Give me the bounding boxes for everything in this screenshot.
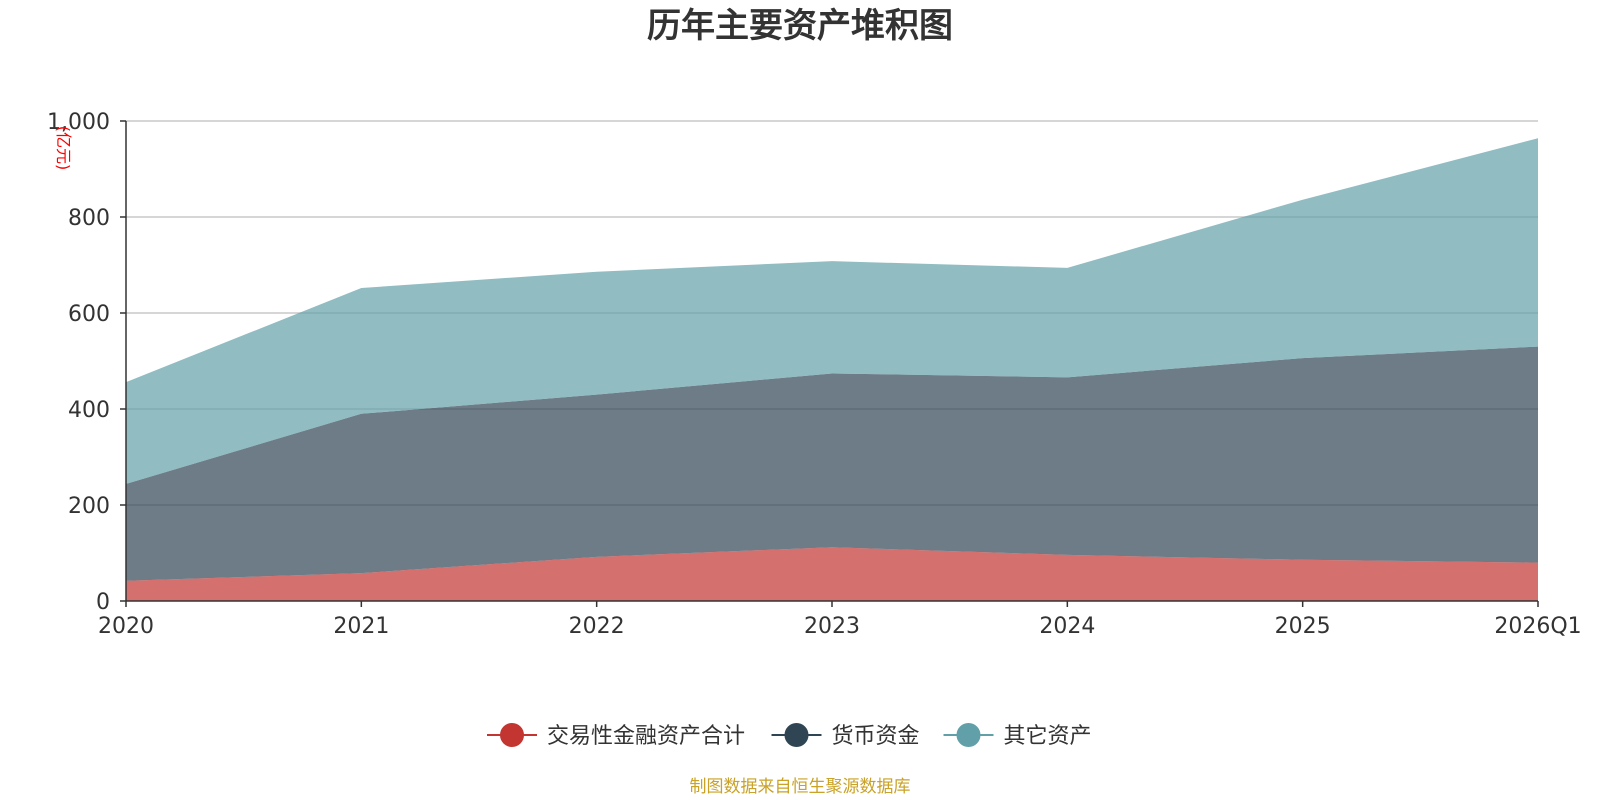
legend-marker xyxy=(500,723,524,747)
legend-item-1: 交易性金融资产合计 xyxy=(487,723,745,749)
x-tick-label: 2020 xyxy=(98,614,154,639)
legend: 交易性金融资产合计 货币资金 其它资产 xyxy=(487,723,1092,749)
y-tick-label: 200 xyxy=(68,494,110,519)
y-tick-label: 0 xyxy=(96,590,110,615)
y-axis-unit: (亿元) xyxy=(54,126,73,171)
legend-marker xyxy=(784,723,809,747)
legend-item-3: 其它资产 xyxy=(943,723,1092,749)
x-tick-label: 2024 xyxy=(1039,614,1095,639)
y-tick-label: 400 xyxy=(68,398,110,423)
area-series xyxy=(126,138,1538,601)
area-series-3 xyxy=(126,138,1538,484)
chart-title: 历年主要资产堆积图 xyxy=(647,6,953,46)
source-note: 制图数据来自恒生聚源数据库 xyxy=(690,777,911,797)
legend-item-2: 货币资金 xyxy=(771,723,920,749)
legend-marker xyxy=(956,723,981,747)
x-tick-label: 2021 xyxy=(333,614,389,639)
legend-label: 交易性金融资产合计 xyxy=(547,724,745,749)
y-tick-label: 1,000 xyxy=(47,110,110,135)
legend-label: 货币资金 xyxy=(832,724,920,749)
y-tick-label: 600 xyxy=(68,302,110,327)
axes: 0 200 400 600 800 1,000 2020 2021 2022 2023 2024 20… xyxy=(47,110,1582,639)
x-tick-label: 2025 xyxy=(1275,614,1331,639)
y-tick-label: 800 xyxy=(68,206,110,231)
x-tick-label: 2022 xyxy=(569,614,625,639)
area-series-1 xyxy=(126,547,1538,601)
area-series-2 xyxy=(126,346,1538,581)
x-tick-label: 2026Q1 xyxy=(1494,614,1581,639)
legend-label: 其它资产 xyxy=(1004,724,1092,749)
x-tick-label: 2023 xyxy=(804,614,860,639)
